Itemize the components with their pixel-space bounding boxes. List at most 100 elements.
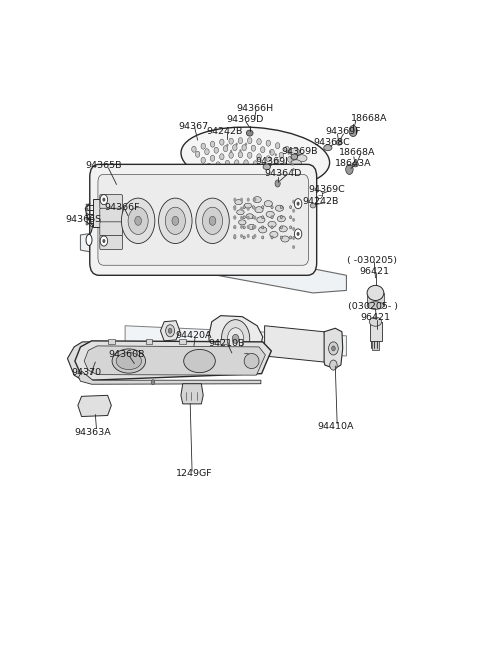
Ellipse shape [257, 217, 265, 223]
Circle shape [275, 159, 279, 165]
Bar [370, 322, 382, 341]
Circle shape [262, 206, 264, 209]
Circle shape [219, 139, 224, 145]
Ellipse shape [297, 155, 307, 162]
Circle shape [172, 216, 179, 225]
Circle shape [100, 236, 108, 246]
Circle shape [243, 236, 245, 239]
Circle shape [201, 143, 205, 149]
Circle shape [233, 145, 237, 151]
Ellipse shape [184, 349, 216, 373]
Ellipse shape [310, 204, 316, 208]
Text: 96421: 96421 [360, 313, 390, 322]
Bar [86, 213, 87, 215]
Circle shape [257, 139, 261, 145]
Circle shape [294, 229, 302, 239]
Ellipse shape [181, 127, 330, 189]
Circle shape [346, 164, 353, 174]
Circle shape [262, 215, 264, 219]
Ellipse shape [266, 212, 274, 217]
Ellipse shape [116, 352, 142, 369]
Circle shape [271, 226, 273, 229]
Bar [367, 293, 384, 306]
Circle shape [245, 143, 247, 145]
Circle shape [262, 163, 266, 169]
FancyBboxPatch shape [100, 208, 122, 222]
Ellipse shape [277, 215, 286, 222]
Circle shape [266, 156, 271, 162]
Circle shape [248, 152, 252, 159]
Circle shape [165, 207, 185, 234]
Bar [179, 339, 186, 344]
Circle shape [240, 198, 243, 202]
FancyBboxPatch shape [90, 164, 317, 275]
Circle shape [297, 232, 300, 236]
Text: 94366H: 94366H [237, 104, 274, 113]
Polygon shape [125, 326, 347, 356]
Circle shape [121, 198, 155, 244]
Polygon shape [181, 384, 203, 404]
Circle shape [252, 206, 254, 209]
Text: 94210B: 94210B [208, 339, 245, 348]
Circle shape [234, 226, 236, 229]
Circle shape [280, 236, 282, 239]
Circle shape [257, 154, 261, 160]
Circle shape [252, 215, 254, 219]
Circle shape [289, 236, 292, 239]
Ellipse shape [352, 162, 359, 167]
Circle shape [240, 149, 241, 152]
Ellipse shape [279, 226, 288, 232]
Polygon shape [67, 342, 93, 380]
Circle shape [236, 143, 238, 145]
Circle shape [289, 226, 292, 229]
Circle shape [253, 225, 256, 229]
Circle shape [233, 198, 236, 202]
FancyBboxPatch shape [98, 174, 309, 265]
Circle shape [349, 126, 357, 137]
Circle shape [266, 140, 271, 146]
Circle shape [233, 225, 236, 229]
Text: 1249GF: 1249GF [176, 468, 212, 477]
Circle shape [195, 151, 200, 157]
Circle shape [234, 206, 236, 209]
Text: 94370: 94370 [72, 367, 102, 377]
Circle shape [289, 206, 292, 209]
Circle shape [317, 191, 323, 198]
Circle shape [271, 215, 273, 219]
Text: 18668A: 18668A [339, 148, 376, 157]
FancyBboxPatch shape [100, 222, 122, 236]
Circle shape [238, 152, 243, 158]
Circle shape [233, 215, 236, 220]
Ellipse shape [263, 164, 271, 170]
Ellipse shape [293, 170, 303, 177]
Circle shape [248, 138, 252, 143]
Text: 94420A: 94420A [176, 331, 212, 341]
Circle shape [297, 202, 300, 206]
Circle shape [242, 145, 246, 151]
Circle shape [102, 198, 106, 202]
Bar [86, 204, 87, 207]
Ellipse shape [264, 200, 273, 207]
Circle shape [240, 207, 243, 211]
Circle shape [240, 234, 243, 238]
Text: (030205- ): (030205- ) [348, 302, 398, 311]
Circle shape [253, 161, 258, 167]
Ellipse shape [253, 196, 261, 202]
Polygon shape [160, 321, 180, 341]
Circle shape [292, 209, 295, 213]
Circle shape [230, 150, 232, 153]
Ellipse shape [367, 286, 384, 301]
Ellipse shape [86, 234, 92, 246]
Ellipse shape [255, 207, 263, 213]
Circle shape [292, 218, 295, 222]
Bar [93, 199, 108, 227]
Circle shape [276, 143, 280, 149]
Circle shape [221, 320, 250, 358]
Circle shape [223, 145, 228, 152]
Polygon shape [324, 328, 343, 369]
Text: 94369C: 94369C [309, 185, 346, 194]
Circle shape [243, 349, 249, 357]
Circle shape [232, 334, 239, 343]
Circle shape [168, 328, 172, 333]
FancyBboxPatch shape [100, 195, 122, 209]
